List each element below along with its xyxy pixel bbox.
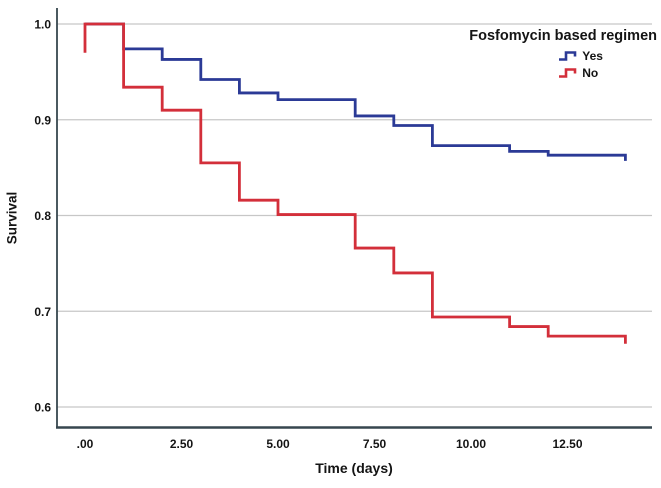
legend: Fosfomycin based regimen Yes No (469, 28, 657, 81)
y-tick-label: 0.7 (34, 305, 51, 319)
x-tick-label: 10.00 (456, 437, 486, 451)
step-line-icon (559, 51, 577, 61)
x-tick-label: 7.50 (363, 437, 387, 451)
x-tick-label: 2.50 (170, 437, 194, 451)
y-tick-label: 0.9 (34, 113, 51, 127)
x-axis-title: Time (days) (315, 460, 393, 476)
legend-item-yes: Yes (558, 47, 603, 64)
legend-rows: Yes No (558, 47, 657, 81)
y-tick-label: 0.6 (34, 401, 51, 415)
legend-label-yes: Yes (582, 48, 603, 63)
y-axis-title: Survival (4, 191, 20, 245)
legend-label-no: No (582, 65, 599, 80)
x-tick-label: 5.00 (266, 437, 290, 451)
legend-item-no: No (558, 64, 598, 81)
x-tick-label: .00 (77, 437, 94, 451)
y-tick-label: 1.0 (34, 18, 51, 32)
legend-title: Fosfomycin based regimen (469, 28, 657, 44)
survival-curve-yes (85, 22, 627, 161)
x-tick-label: 12.50 (552, 437, 582, 451)
survival-curve-no (83, 22, 627, 344)
step-line-icon (559, 68, 577, 78)
y-tick-label: 0.8 (34, 209, 51, 223)
